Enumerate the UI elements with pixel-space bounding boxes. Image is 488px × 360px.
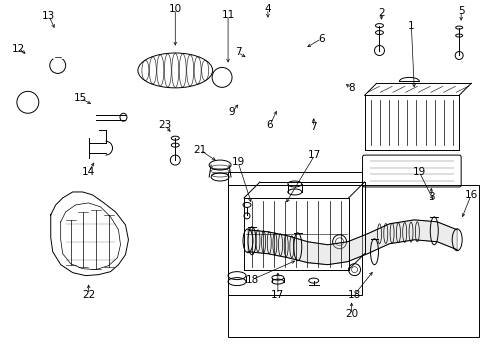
Text: 18: 18 xyxy=(245,275,258,285)
Text: 21: 21 xyxy=(193,145,206,155)
Text: 12: 12 xyxy=(12,44,25,54)
Text: 11: 11 xyxy=(221,10,234,20)
Bar xyxy=(227,185,478,337)
Text: 1: 1 xyxy=(407,21,414,31)
Text: 7: 7 xyxy=(310,122,316,132)
Text: 20: 20 xyxy=(345,310,357,319)
Text: 13: 13 xyxy=(42,11,55,21)
Text: 2: 2 xyxy=(377,8,384,18)
Text: 19: 19 xyxy=(231,157,244,167)
Bar xyxy=(227,172,361,294)
Text: 15: 15 xyxy=(74,93,87,103)
Text: 6: 6 xyxy=(318,33,325,44)
Text: 4: 4 xyxy=(264,4,271,14)
Text: 9: 9 xyxy=(228,107,235,117)
Text: 18: 18 xyxy=(347,289,361,300)
Text: 7: 7 xyxy=(234,48,241,58)
Text: 16: 16 xyxy=(464,190,477,200)
Text: 3: 3 xyxy=(427,192,434,202)
Text: 22: 22 xyxy=(82,289,95,300)
Text: 19: 19 xyxy=(412,167,425,177)
Text: 6: 6 xyxy=(266,120,273,130)
Text: 23: 23 xyxy=(159,120,172,130)
Text: 14: 14 xyxy=(82,167,95,177)
Text: 17: 17 xyxy=(307,150,321,160)
Text: 10: 10 xyxy=(168,4,182,14)
Text: 8: 8 xyxy=(347,84,354,93)
Text: 17: 17 xyxy=(271,289,284,300)
Text: 5: 5 xyxy=(457,6,464,15)
Polygon shape xyxy=(247,220,456,265)
